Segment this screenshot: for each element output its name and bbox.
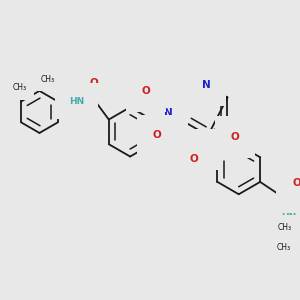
- Text: CH₃: CH₃: [278, 223, 292, 232]
- Text: CH₃: CH₃: [12, 83, 26, 92]
- Text: HN: HN: [281, 213, 296, 222]
- Text: O: O: [231, 132, 239, 142]
- Text: HN: HN: [69, 97, 84, 106]
- Text: O: O: [190, 154, 198, 164]
- Text: O: O: [292, 178, 300, 188]
- Text: O: O: [89, 77, 98, 88]
- Text: N: N: [164, 108, 172, 118]
- Text: N: N: [196, 144, 205, 154]
- Text: CH₃: CH₃: [277, 243, 291, 252]
- Text: CH₃: CH₃: [40, 75, 55, 84]
- Text: O: O: [152, 130, 161, 140]
- Text: N: N: [202, 80, 211, 90]
- Text: O: O: [142, 86, 151, 96]
